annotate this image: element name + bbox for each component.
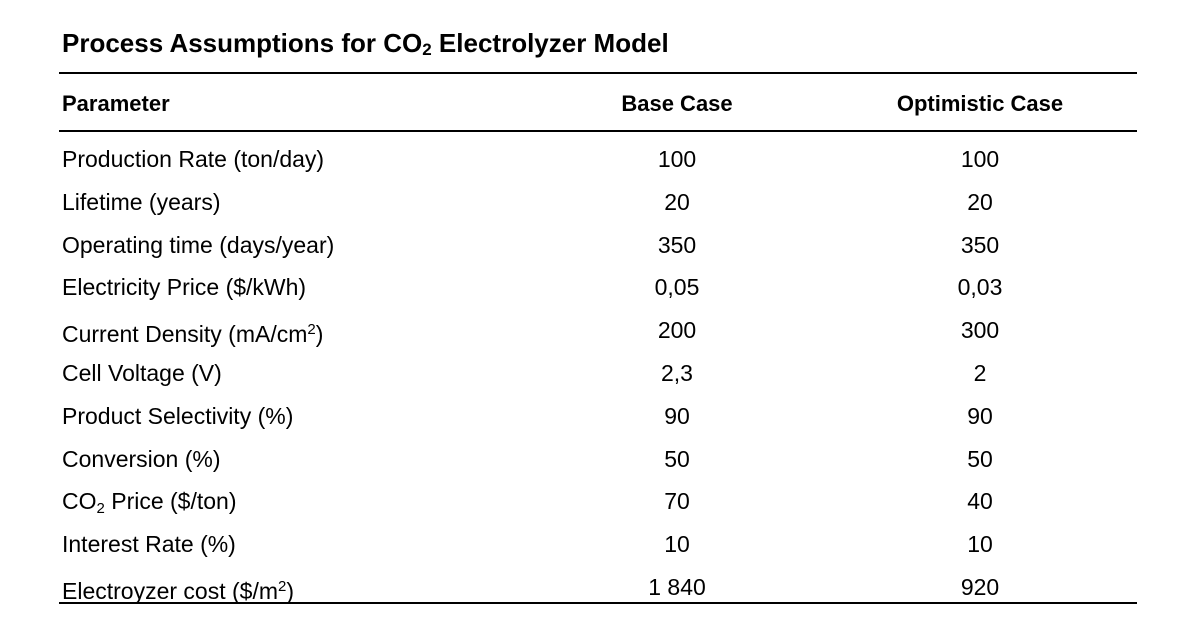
row-optimistic-value: 90	[967, 402, 993, 429]
header-base-case: Base Case	[621, 91, 733, 116]
table-row: Operating time (days/year) 350 350	[0, 229, 1200, 272]
row-label: Electroyzer cost ($/m2)	[62, 577, 295, 604]
row-base-value: 100	[657, 146, 697, 172]
row-base-value: 2,3	[661, 359, 693, 386]
row-label: Conversion (%)	[62, 445, 221, 472]
header-optimistic-case: Optimistic Case	[896, 91, 1064, 116]
row-base-value: 70	[664, 488, 690, 515]
table-top-rule	[59, 72, 1137, 74]
row-base-value: 50	[664, 445, 690, 472]
row-optimistic-value: 100	[960, 146, 1000, 172]
table-title: Process Assumptions for CO2 Electrolyzer…	[62, 28, 669, 59]
row-label: Current Density (mA/cm2)	[62, 321, 324, 348]
row-optimistic-value: 300	[960, 317, 1000, 344]
row-base-value: 350	[657, 231, 697, 258]
row-optimistic-value: 40	[967, 488, 993, 515]
row-optimistic-value: 2	[973, 359, 987, 386]
table-row: Cell Voltage (V) 2,3 2	[0, 357, 1200, 400]
row-base-value: 10	[664, 531, 690, 558]
row-label: Cell Voltage (V)	[62, 359, 222, 386]
row-optimistic-value: 50	[967, 445, 993, 472]
table-header-rule	[59, 130, 1137, 132]
row-label: Product Selectivity (%)	[62, 402, 294, 429]
table-header-row: Parameter Base Case Optimistic Case	[0, 88, 1200, 120]
table-row: Electricity Price ($/kWh) 0,05 0,03	[0, 271, 1200, 314]
row-base-value: 1 840	[648, 573, 706, 600]
table-row: Lifetime (years) 20 20	[0, 186, 1200, 229]
table-row: Electroyzer cost ($/m2) 1 840 920	[0, 571, 1200, 614]
row-base-value: 20	[664, 188, 690, 215]
row-optimistic-value: 10	[967, 531, 993, 558]
table-row: CO2 Price ($/ton) 70 40	[0, 485, 1200, 528]
table-row: Conversion (%) 50 50	[0, 443, 1200, 486]
row-optimistic-value: 350	[960, 231, 1000, 258]
table-bottom-rule	[59, 602, 1137, 604]
table-body: Production Rate (ton/day) 100 100 Lifeti…	[0, 143, 1200, 614]
table-row: Product Selectivity (%) 90 90	[0, 400, 1200, 443]
table-row: Production Rate (ton/day) 100 100	[0, 143, 1200, 186]
row-label: Lifetime (years)	[62, 188, 221, 215]
row-optimistic-value: 20	[967, 188, 993, 215]
row-label: Production Rate (ton/day)	[62, 146, 325, 172]
row-label: Operating time (days/year)	[62, 231, 335, 258]
row-base-value: 0,05	[654, 274, 700, 301]
row-base-value: 200	[657, 317, 697, 344]
row-label: Electricity Price ($/kWh)	[62, 274, 307, 301]
row-optimistic-value: 0,03	[957, 274, 1003, 301]
row-base-value: 90	[664, 402, 690, 429]
row-label: CO2 Price ($/ton)	[62, 488, 237, 518]
row-optimistic-value: 920	[960, 573, 1000, 600]
table-row: Current Density (mA/cm2) 200 300	[0, 314, 1200, 357]
row-label: Interest Rate (%)	[62, 531, 236, 558]
table-row: Interest Rate (%) 10 10	[0, 528, 1200, 571]
header-parameter: Parameter	[62, 91, 170, 116]
